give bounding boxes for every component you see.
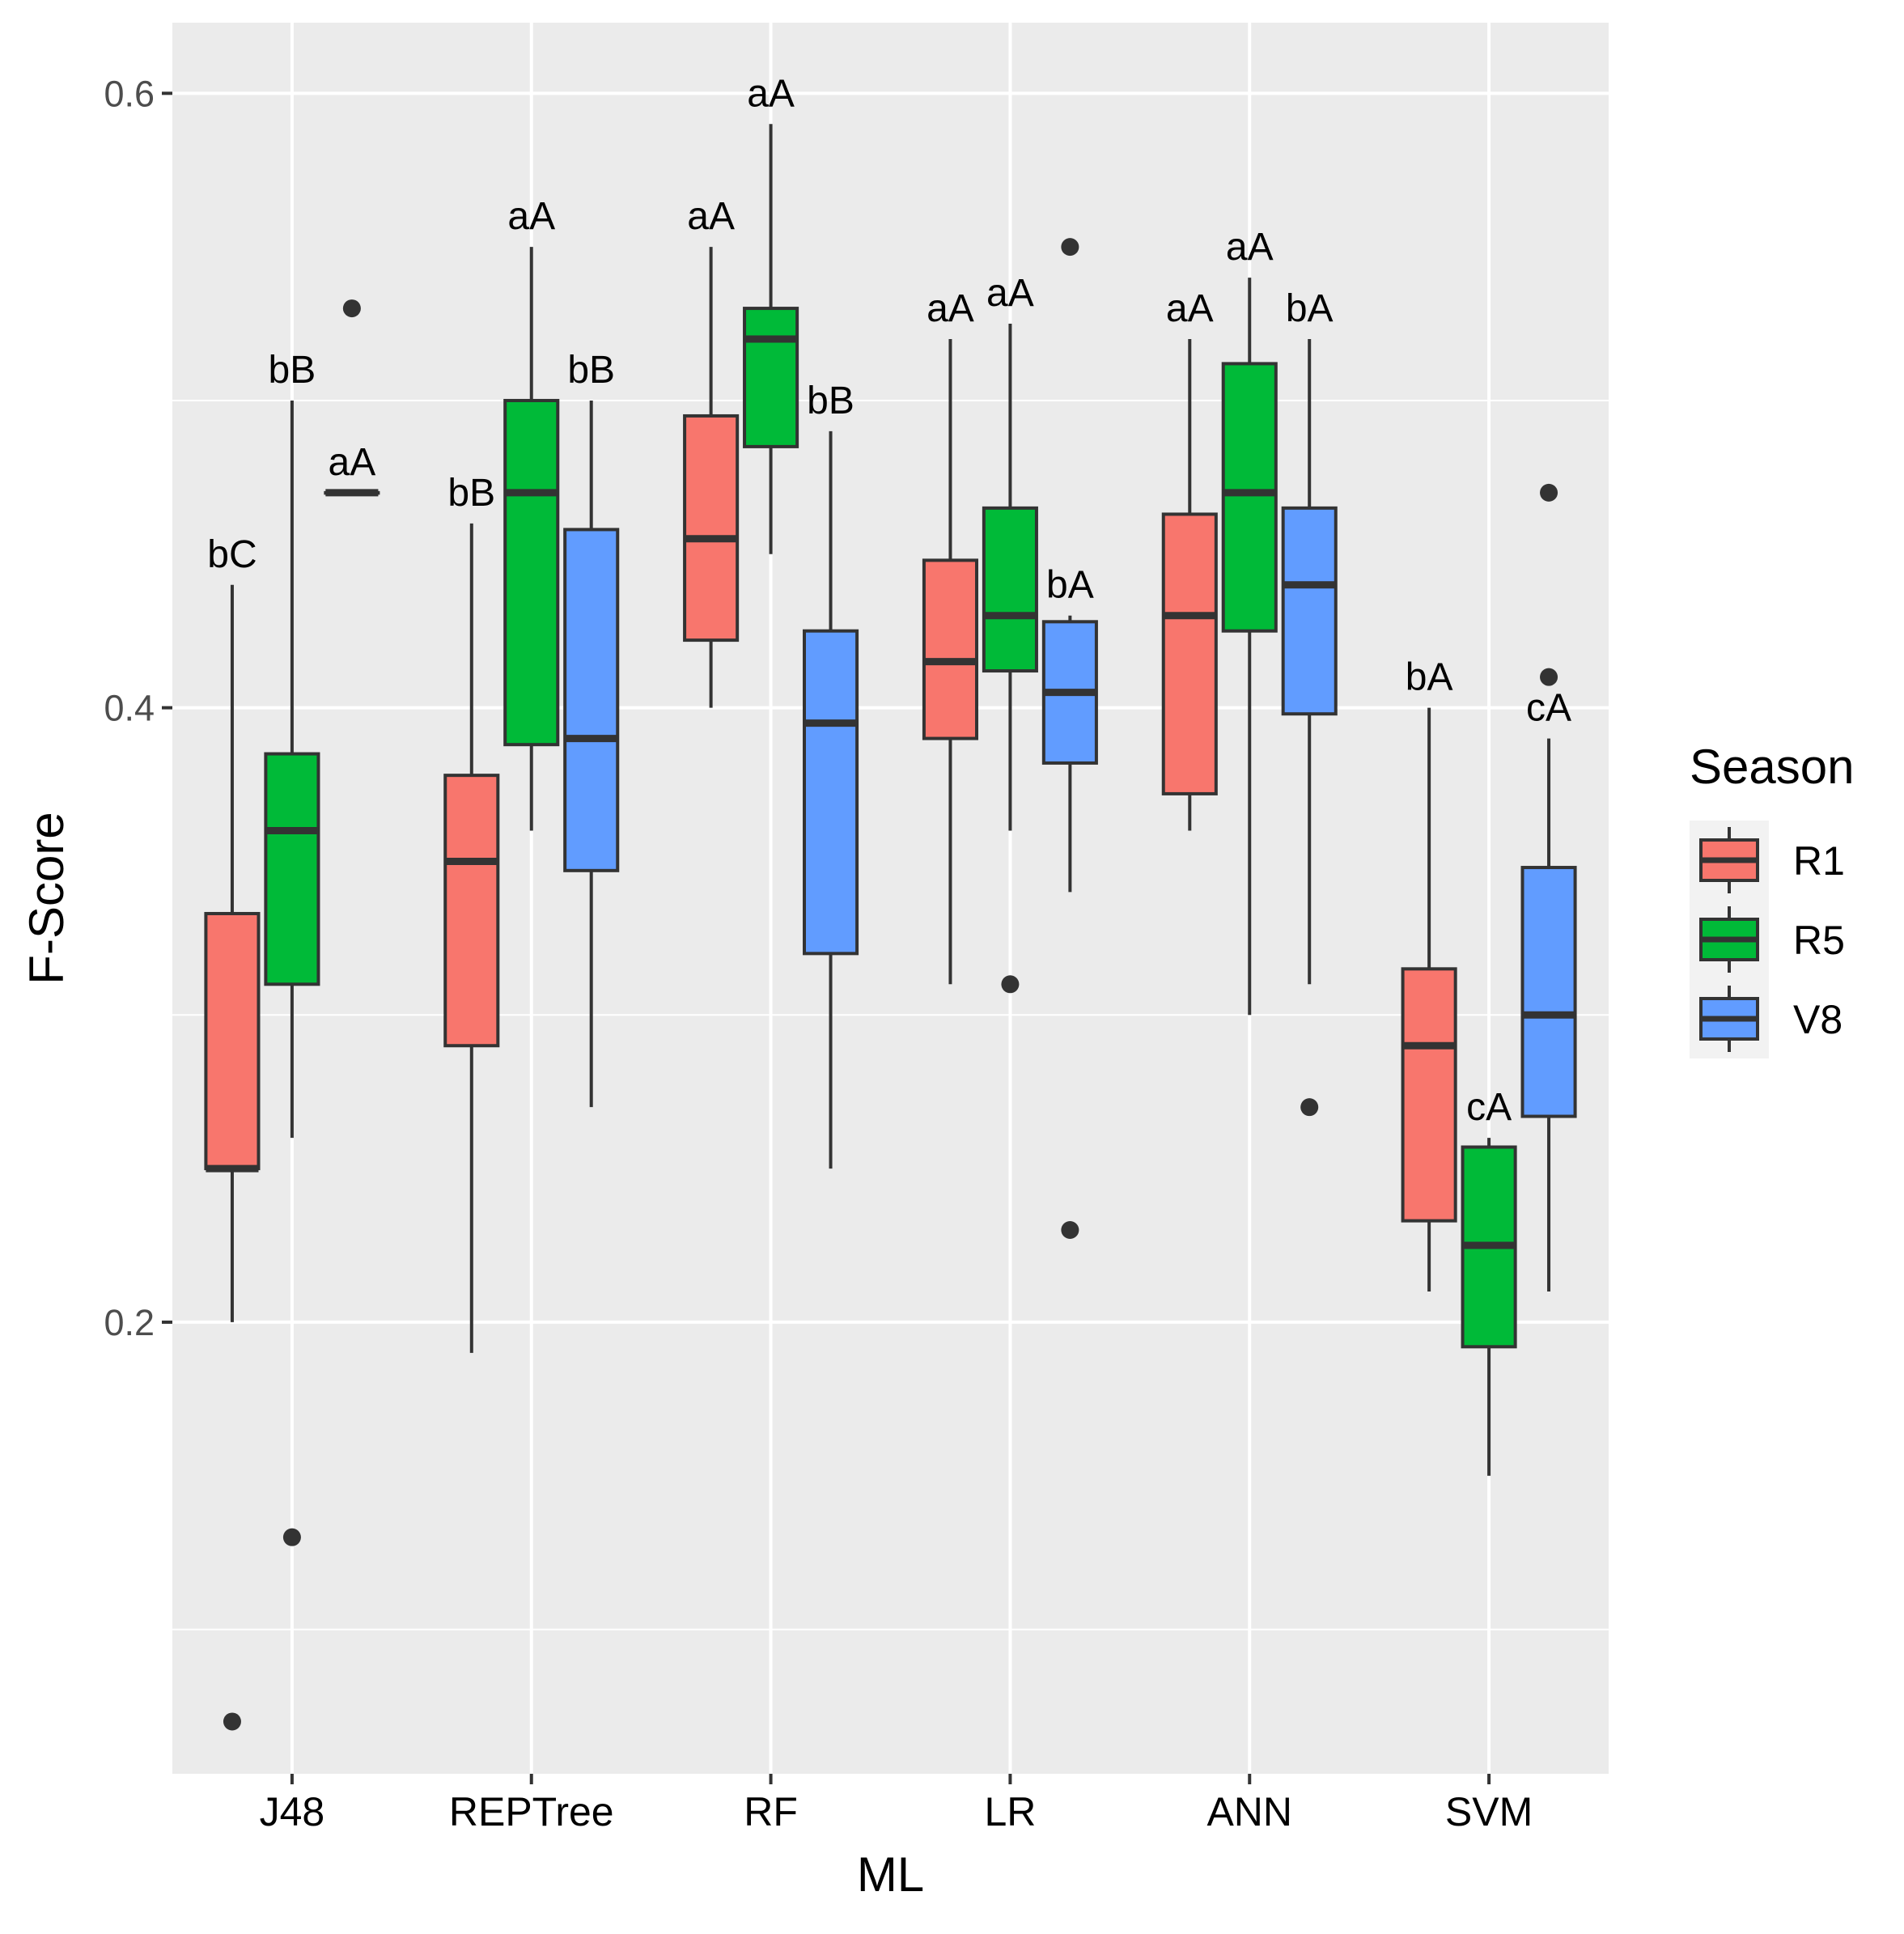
outlier-point [342,299,361,318]
box-body [563,528,620,872]
significance-label: aA [329,441,376,484]
box-ANN-V8: bA [1281,287,1338,1117]
box-body [204,911,261,1171]
significance-label: bB [567,349,615,392]
outlier-point [1540,483,1558,502]
box-body [743,307,799,448]
y-tick-label: 0.4 [104,688,155,729]
box-RF-V8: bB [803,380,859,1169]
x-axis: J48 REPTree RF LR ANN SVM [260,1774,1533,1834]
box-body [1401,967,1457,1223]
outlier-point [282,1528,301,1546]
legend: Season R1 R5 V8 [1690,740,1855,1058]
box-ANN-R1: aA [1161,287,1218,831]
significance-label: bA [1046,564,1094,607]
box-LR-R1: aA [922,287,978,985]
significance-label: bA [1406,656,1453,699]
significance-label: bB [447,472,495,515]
box-J48-R1: bC [204,533,261,1731]
outlier-point [1061,238,1079,257]
plot-panel [172,23,1609,1774]
x-tick-label: SVM [1445,1789,1533,1834]
significance-label: bB [269,349,316,392]
significance-label: aA [1226,226,1274,269]
significance-label: bB [807,380,854,422]
box-body [982,506,1038,673]
significance-label: aA [747,72,795,115]
box-body [922,558,978,740]
legend-label-R5: R5 [1793,918,1845,963]
box-ANN-R5: aA [1221,226,1278,1016]
outlier-point [223,1712,241,1731]
x-tick-label: LR [984,1789,1036,1834]
box-body [503,398,560,747]
box-body [1221,362,1278,633]
outlier-point [1001,975,1020,994]
outlier-point [1540,668,1558,686]
box-J48-V8: aA [324,299,380,497]
box-SVM-V8: cA [1520,483,1577,1291]
y-axis: 0.2 0.4 0.6 [104,73,172,1343]
box-body [1161,512,1218,795]
y-axis-title: F-Score [19,812,74,984]
x-axis-title: ML [857,1847,924,1902]
significance-label: aA [507,195,555,238]
box-body [443,774,500,1048]
x-tick-label: REPTree [449,1789,614,1834]
box-J48-R5: bB [264,349,320,1546]
x-tick-label: J48 [260,1789,325,1834]
box-body [803,629,859,956]
box-REPTree-R1: bB [443,472,500,1353]
significance-label: bC [207,533,257,576]
significance-label: cA [1466,1086,1512,1129]
box-REPTree-V8: bB [563,349,620,1108]
significance-label: aA [1166,287,1214,330]
legend-label-V8: V8 [1793,997,1843,1042]
box-LR-V8: bA [1041,238,1098,1240]
box-body [1520,866,1577,1118]
significance-label: bA [1286,287,1334,330]
y-tick-label: 0.2 [104,1302,155,1343]
box-body [1281,506,1338,716]
significance-label: aA [927,287,974,330]
significance-label: aA [687,195,735,238]
y-tick-label: 0.6 [104,73,155,114]
boxes-layer: bC bB aA bB aA bB aA aA bB aA aA bA aA aA bA bA cA cA [204,72,1577,1731]
x-tick-label: ANN [1206,1789,1292,1834]
significance-label: aA [986,272,1034,315]
x-tick-label: RF [744,1789,798,1834]
box-SVM-R5: cA [1461,1086,1517,1476]
outlier-point [1061,1221,1079,1240]
box-REPTree-R5: aA [503,195,560,831]
legend-label-R1: R1 [1793,838,1845,884]
box-body [683,414,740,643]
significance-label: cA [1526,687,1571,730]
box-LR-R5: aA [982,272,1038,994]
box-RF-R5: aA [743,72,799,554]
outlier-point [1300,1098,1319,1117]
legend-title: Season [1690,740,1855,794]
box-body [264,752,320,986]
box-SVM-R1: bA [1401,656,1457,1291]
box-RF-R1: aA [683,195,740,708]
